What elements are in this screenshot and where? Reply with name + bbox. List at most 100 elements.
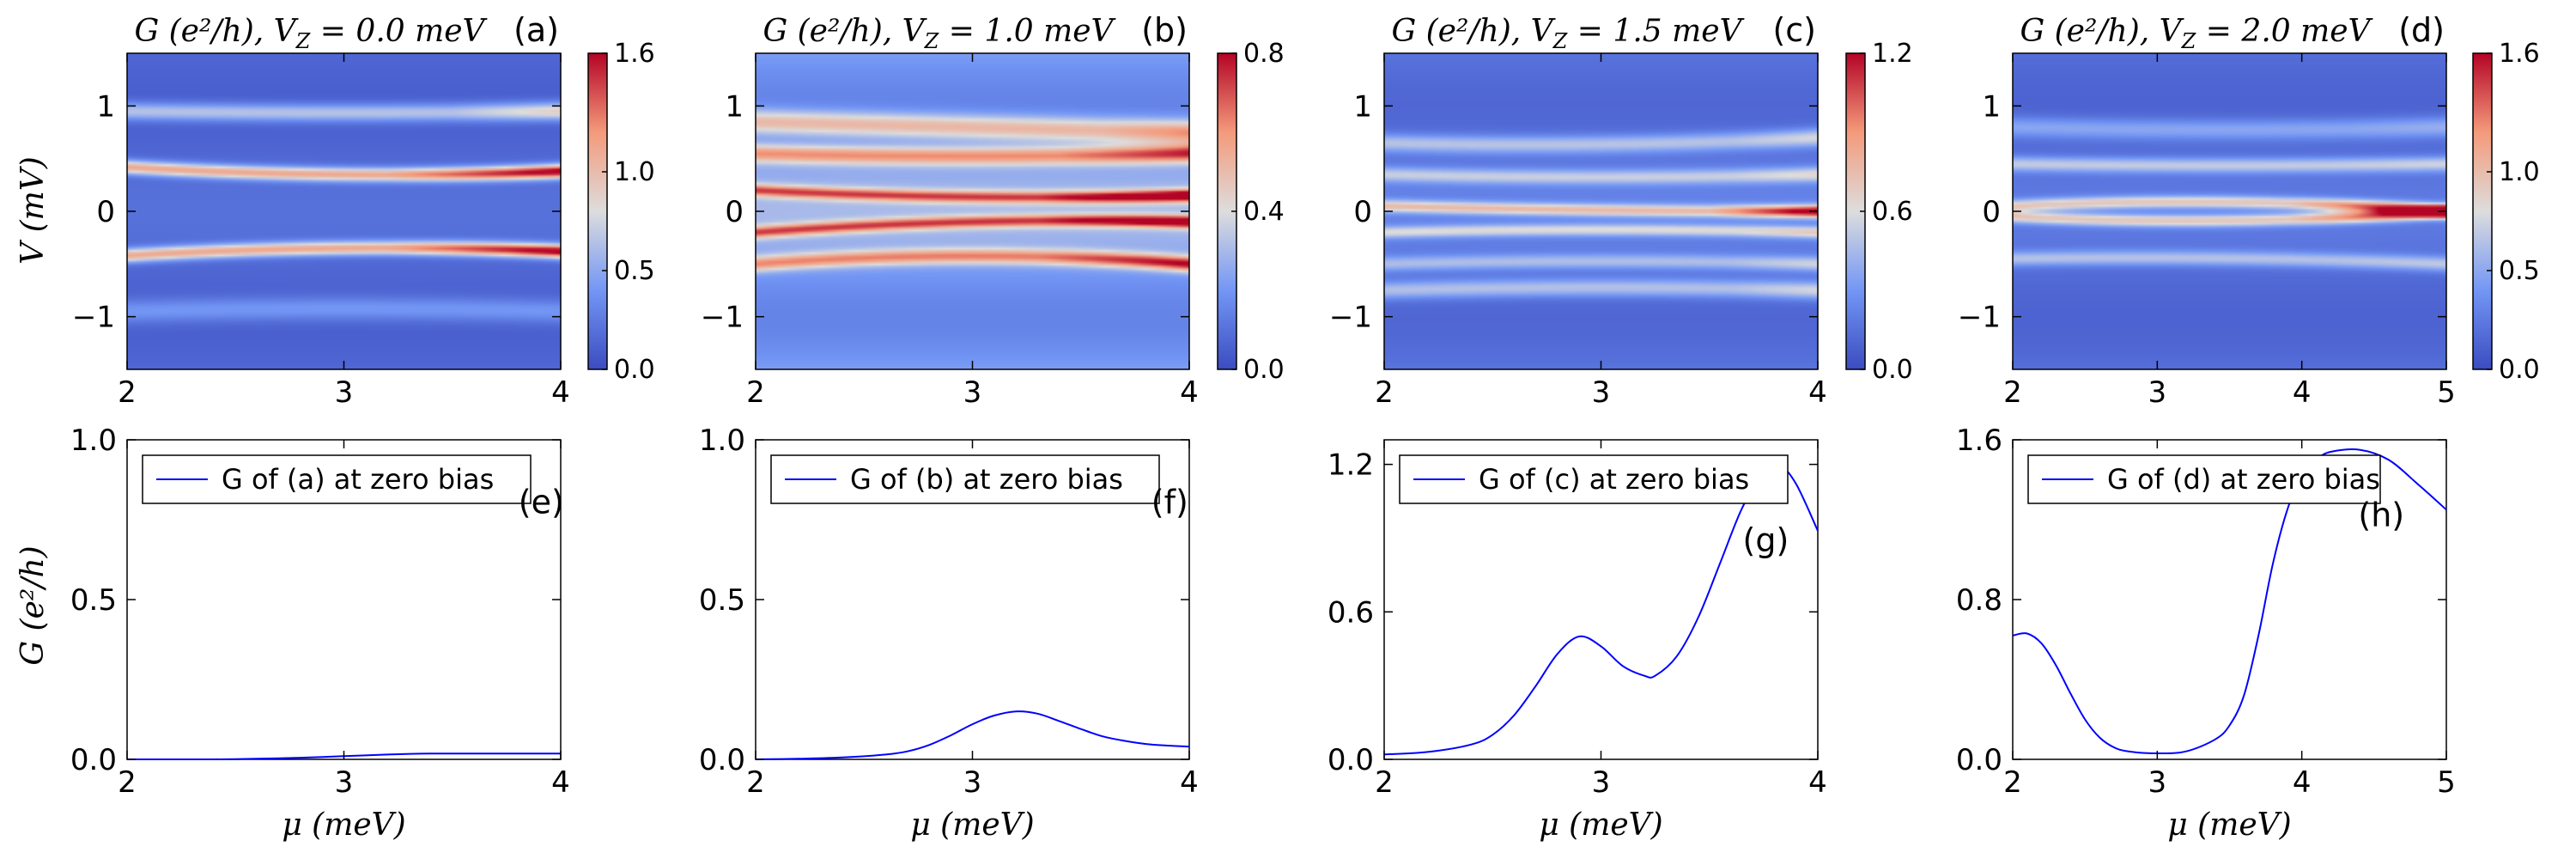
heatmap-panel-0: G (e²/h), VZ = 0.0 meV (a) 2 3 4 −1 0 1 0.0 0.5 1.… [72, 11, 655, 410]
panel-label: (h) [2358, 496, 2404, 533]
colorbar [587, 52, 608, 370]
y-tick-label: 0 [1353, 195, 1372, 229]
colorbar-tick-label: 1.6 [2499, 39, 2540, 69]
x-tick-label: 2 [118, 375, 137, 410]
colorbar-tick-label: 1.0 [614, 157, 655, 187]
x-tick-label: 3 [963, 375, 982, 410]
y-tick-label: 1 [1982, 89, 2001, 124]
y-tick-label: −1 [1958, 301, 2001, 335]
y-tick-label: 0.6 [1327, 595, 1374, 630]
colorbar-tick-label: 0.0 [1243, 355, 1285, 385]
panel-label: (c) [1772, 11, 1816, 49]
colorbar-tick-label: 1.2 [1872, 39, 1913, 69]
heatmap-panel-3: G (e²/h), VZ = 2.0 meV (d) 2 3 4 5 −1 0 1 0.0 0.5 1… [1958, 11, 2540, 410]
x-tick-label: 2 [746, 375, 765, 410]
y-tick-label: 0 [1982, 195, 2001, 229]
line-panel-0: 2 3 4 0.0 0.5 1.0 μ (meV) G of (a) at zero bias… [70, 423, 570, 843]
y-tick-label: 0.0 [699, 743, 745, 777]
line-panel-3: 2 3 4 5 0.0 0.8 1.6 μ (meV) G of (d) at zero bia… [1956, 423, 2456, 843]
y-tick-label: 1.0 [70, 423, 117, 458]
y-tick-label: −1 [1329, 301, 1372, 335]
colorbar-tick-label: 0.0 [614, 355, 655, 385]
legend-label: G of (d) at zero bias [2107, 463, 2380, 496]
x-tick-label: 2 [2003, 765, 2022, 800]
heatmap-image [756, 53, 1189, 369]
line-panel-1: 2 3 4 0.0 0.5 1.0 μ (meV) G of (b) at zero bias… [699, 423, 1199, 843]
heatmap-image [2013, 53, 2446, 369]
legend-label: G of (b) at zero bias [850, 463, 1123, 496]
x-tick-label: 4 [551, 375, 570, 410]
heatmap-title: G (e²/h), VZ = 2.0 meV [2020, 14, 2373, 53]
y-tick-label: 0.0 [1956, 743, 2002, 777]
colorbar-tick-label: 0.8 [1243, 39, 1285, 69]
heatmap-image [1384, 53, 1818, 369]
panel-label: (b) [1141, 11, 1188, 49]
colorbar-tick-label: 1.0 [2499, 157, 2540, 187]
x-tick-label: 2 [1375, 375, 1394, 410]
x-axis-label: μ (meV) [1539, 807, 1662, 843]
x-axis-label: μ (meV) [282, 807, 405, 843]
line-ylabel: G (e²/h) [15, 545, 51, 665]
heatmap-ylabel: V (mV) [15, 156, 51, 265]
x-tick-label: 3 [1592, 375, 1611, 410]
line-panel-2: 2 3 4 0.0 0.6 1.2 μ (meV) G of (c) at zero bias… [1327, 439, 1827, 843]
panel-label: (g) [1743, 521, 1789, 559]
heatmap-panel-1: G (e²/h), VZ = 1.0 meV (b) 2 3 4 −1 0 1 0.0 0.4 0.… [701, 11, 1285, 410]
y-tick-label: 0.8 [1956, 583, 2002, 618]
y-tick-label: 0.0 [70, 743, 117, 777]
y-tick-label: 0 [96, 195, 115, 229]
colorbar-tick-label: 0.5 [614, 256, 655, 286]
y-tick-label: 0.5 [70, 583, 117, 618]
x-axis-label: μ (meV) [910, 807, 1034, 843]
heatmap-title: G (e²/h), VZ = 0.0 meV [134, 14, 488, 53]
colorbar-tick-label: 0.4 [1243, 197, 1285, 227]
heatmap-title: G (e²/h), VZ = 1.5 meV [1391, 14, 1745, 53]
x-tick-label: 3 [335, 375, 354, 410]
heatmap-title: G (e²/h), VZ = 1.0 meV [762, 14, 1116, 53]
y-tick-label: −1 [72, 301, 115, 335]
x-tick-label: 4 [1808, 765, 1827, 800]
heatmap-image [127, 53, 561, 369]
x-tick-label: 4 [551, 765, 570, 800]
panel-label: (a) [513, 11, 559, 49]
y-tick-label: 1 [96, 89, 115, 124]
x-tick-label: 3 [1592, 765, 1611, 800]
x-tick-label: 4 [1180, 765, 1199, 800]
colorbar [2472, 52, 2493, 370]
x-tick-label: 5 [2437, 765, 2456, 800]
heatmap-panel-2: G (e²/h), VZ = 1.5 meV (c) 2 3 4 −1 0 1 0.0 0.6 1.… [1329, 11, 1913, 410]
y-tick-label: 0.5 [699, 583, 745, 618]
colorbar-tick-label: 0.6 [1872, 197, 1913, 227]
series-line [755, 710, 1190, 760]
x-tick-label: 2 [746, 765, 765, 800]
x-tick-label: 3 [335, 765, 354, 800]
x-tick-label: 5 [2437, 375, 2456, 410]
y-tick-label: 1.0 [699, 423, 745, 458]
x-tick-label: 3 [2148, 375, 2167, 410]
x-tick-label: 4 [1180, 375, 1199, 410]
y-tick-label: 1 [725, 89, 744, 124]
x-tick-label: 3 [2148, 765, 2167, 800]
x-tick-label: 2 [2003, 375, 2022, 410]
y-tick-label: 0 [725, 195, 744, 229]
y-tick-label: −1 [701, 301, 744, 335]
colorbar-tick-label: 1.6 [614, 39, 655, 69]
panel-label: (e) [519, 484, 564, 521]
x-tick-label: 2 [1375, 765, 1394, 800]
y-tick-label: 1 [1353, 89, 1372, 124]
y-tick-label: 1.6 [1956, 423, 2002, 458]
x-tick-label: 3 [963, 765, 982, 800]
panel-label: (f) [1151, 484, 1188, 521]
legend-label: G of (c) at zero bias [1479, 463, 1749, 496]
x-axis-label: μ (meV) [2167, 807, 2291, 843]
colorbar-tick-label: 0.5 [2499, 256, 2540, 286]
x-tick-label: 2 [118, 765, 137, 800]
panel-label: (d) [2398, 11, 2445, 49]
legend-label: G of (a) at zero bias [222, 463, 494, 496]
colorbar-tick-label: 0.0 [2499, 355, 2540, 385]
series-line [2012, 448, 2447, 755]
x-tick-label: 4 [2293, 765, 2312, 800]
colorbar-tick-label: 0.0 [1872, 355, 1913, 385]
x-tick-label: 4 [2293, 375, 2312, 410]
